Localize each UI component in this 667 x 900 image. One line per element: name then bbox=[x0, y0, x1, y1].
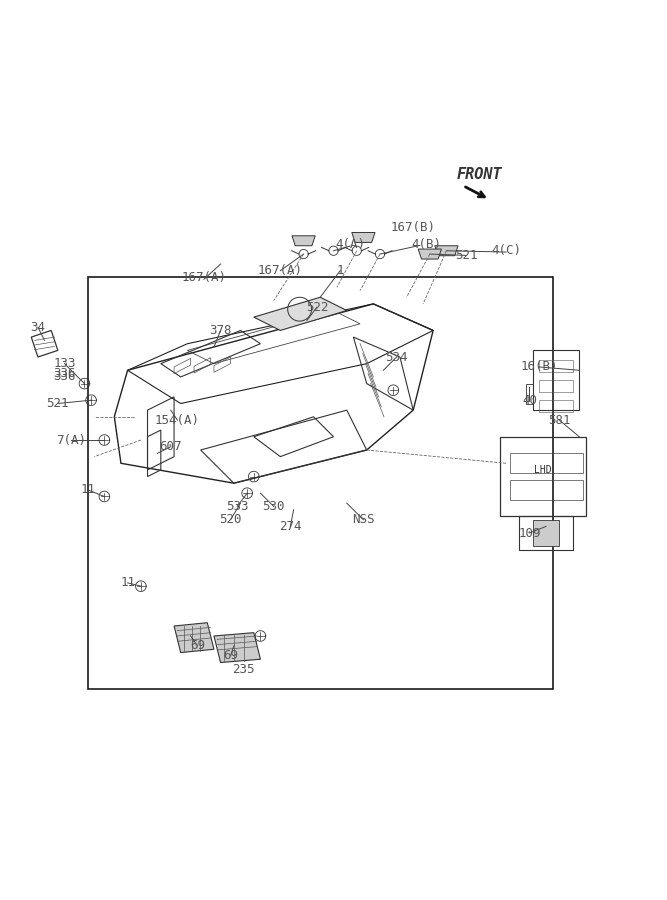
Polygon shape bbox=[533, 519, 560, 546]
Text: NSS: NSS bbox=[352, 513, 375, 526]
Text: 534: 534 bbox=[386, 350, 408, 364]
Polygon shape bbox=[418, 249, 442, 259]
Text: 154(A): 154(A) bbox=[155, 414, 200, 427]
Text: 11: 11 bbox=[80, 483, 95, 497]
Text: 235: 235 bbox=[233, 662, 255, 676]
Polygon shape bbox=[292, 236, 315, 246]
Text: 533: 533 bbox=[226, 500, 248, 513]
Text: 521: 521 bbox=[47, 397, 69, 410]
Text: 69: 69 bbox=[223, 650, 238, 662]
Text: 521: 521 bbox=[455, 249, 478, 262]
Text: 109: 109 bbox=[518, 526, 541, 539]
Polygon shape bbox=[352, 232, 375, 242]
Polygon shape bbox=[435, 246, 458, 256]
Text: 4(B): 4(B) bbox=[412, 238, 442, 250]
Text: 1: 1 bbox=[336, 265, 344, 277]
Text: 378: 378 bbox=[209, 324, 232, 337]
Polygon shape bbox=[253, 297, 347, 330]
Text: 520: 520 bbox=[219, 513, 242, 526]
Text: 167(B): 167(B) bbox=[391, 221, 436, 234]
Polygon shape bbox=[214, 633, 260, 662]
Text: FRONT: FRONT bbox=[457, 166, 502, 182]
Text: 133: 133 bbox=[53, 357, 76, 370]
Text: 34: 34 bbox=[31, 320, 45, 334]
Polygon shape bbox=[174, 623, 214, 652]
Text: 11: 11 bbox=[120, 576, 135, 590]
Text: 581: 581 bbox=[548, 414, 570, 427]
Text: 167(A): 167(A) bbox=[181, 271, 227, 284]
Text: 167(A): 167(A) bbox=[258, 265, 303, 277]
Text: 7(A): 7(A) bbox=[56, 434, 86, 446]
Text: 522: 522 bbox=[305, 301, 328, 314]
Text: 69: 69 bbox=[190, 639, 205, 652]
Text: 40: 40 bbox=[522, 393, 537, 407]
Text: LHD: LHD bbox=[534, 465, 552, 475]
Text: 530: 530 bbox=[263, 500, 285, 513]
Text: 16(B): 16(B) bbox=[521, 361, 558, 374]
Text: 4(C): 4(C) bbox=[491, 244, 521, 257]
Text: 274: 274 bbox=[279, 520, 301, 533]
Text: 336: 336 bbox=[53, 371, 76, 383]
Text: 336: 336 bbox=[53, 367, 76, 380]
Text: 607: 607 bbox=[159, 440, 182, 454]
Text: 4(A): 4(A) bbox=[335, 238, 365, 250]
